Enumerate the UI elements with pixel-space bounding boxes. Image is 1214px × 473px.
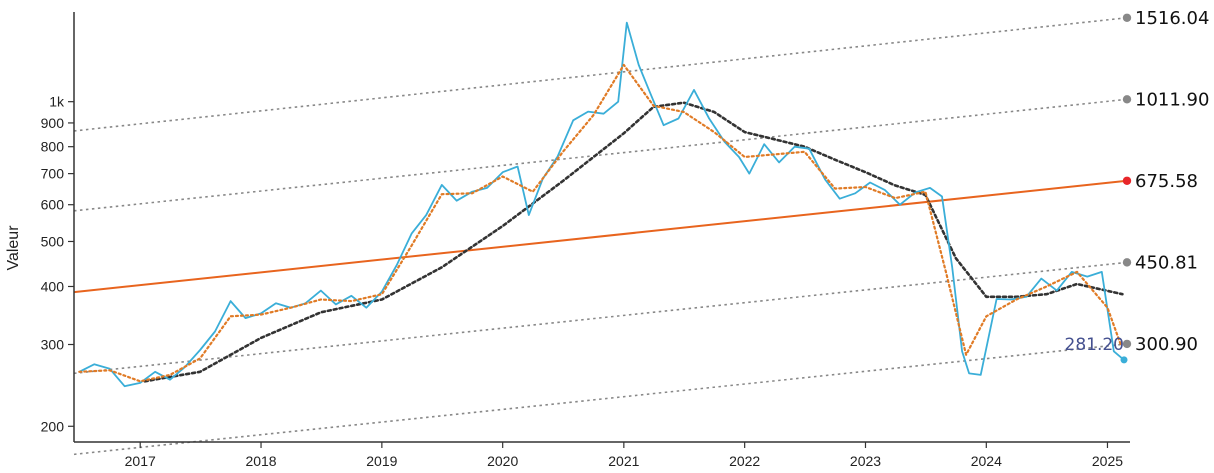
x-tick-label-2021: 2021 xyxy=(608,453,639,469)
data-series xyxy=(78,21,1125,388)
channel-end-label-0: 1516.04 xyxy=(1135,8,1209,29)
y-tick-label-500: 500 xyxy=(41,233,65,249)
channel-end-label-3: 450.81 xyxy=(1135,252,1198,273)
y-tick-label-300: 300 xyxy=(41,337,65,353)
channel-line-1 xyxy=(73,98,1128,212)
x-tick-label-2024: 2024 xyxy=(971,453,1002,469)
last-price-marker xyxy=(1120,356,1128,364)
axes: 2017 2018 2019 2020 2021 2022 2023 2024 2025 200 3… xyxy=(41,12,1130,469)
series-ma-long xyxy=(143,101,1124,383)
x-tick-label-2022: 2022 xyxy=(729,453,760,469)
channel-end-marker-1 xyxy=(1122,95,1132,104)
y-tick-label-1000: 1k xyxy=(49,94,65,110)
x-tick-label-2018: 2018 xyxy=(245,453,276,469)
x-tick-label-2020: 2020 xyxy=(487,453,518,469)
trend-line xyxy=(73,179,1128,294)
channel-end-marker-3 xyxy=(1122,258,1132,267)
channel-line-4 xyxy=(73,343,1128,456)
channel-line-0 xyxy=(73,16,1128,132)
channel-lines xyxy=(73,16,1128,456)
y-tick-label-200: 200 xyxy=(41,418,65,434)
channel-line-3 xyxy=(73,261,1128,375)
trend-end-marker xyxy=(1122,176,1132,185)
series-ma-short xyxy=(78,63,1122,383)
channel-end-marker-4 xyxy=(1122,339,1132,349)
x-tick-label-2023: 2023 xyxy=(850,453,881,469)
channel-end-marker-0 xyxy=(1122,13,1132,22)
y-axis-title: Valeur xyxy=(5,225,22,271)
last-price-label: 281.20 xyxy=(1065,335,1124,355)
channel-end-label-4: 300.90 xyxy=(1135,334,1198,355)
x-tick-label-2017: 2017 xyxy=(125,453,156,469)
series-price xyxy=(78,21,1125,388)
y-tick-label-700: 700 xyxy=(41,166,65,182)
y-tick-label-800: 800 xyxy=(41,139,65,155)
y-tick-label-900: 900 xyxy=(41,115,65,131)
channel-end-label-2: 675.58 xyxy=(1135,171,1198,192)
x-tick-label-2019: 2019 xyxy=(366,453,397,469)
line-end-markers: 1516.04 1011.90 675.58 450.81 300.90 281.20 xyxy=(1065,8,1209,364)
y-tick-label-600: 600 xyxy=(41,197,65,213)
channel-end-label-1: 1011.90 xyxy=(1135,89,1209,110)
y-tick-label-400: 400 xyxy=(41,278,65,294)
x-tick-label-2025: 2025 xyxy=(1092,453,1123,469)
